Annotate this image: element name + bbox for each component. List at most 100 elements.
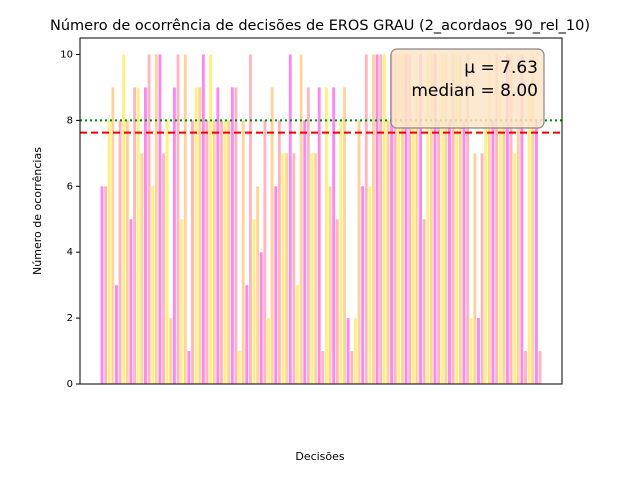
bar	[238, 351, 242, 384]
bar	[104, 186, 108, 384]
bar	[285, 153, 289, 384]
plot-frame	[79, 37, 563, 385]
bar	[538, 351, 542, 384]
y-tick-label: 6	[67, 181, 73, 192]
bar	[227, 120, 231, 384]
bar	[176, 54, 180, 384]
annotation-box	[390, 48, 545, 129]
bar	[469, 318, 473, 384]
bar	[390, 54, 394, 384]
y-tick-label: 0	[67, 379, 73, 390]
bar	[288, 54, 292, 384]
bar	[220, 120, 223, 384]
bar	[339, 120, 343, 384]
bar	[455, 54, 459, 384]
bar	[513, 153, 517, 384]
bar	[299, 54, 303, 384]
bar	[527, 87, 531, 384]
bar	[524, 351, 527, 384]
bar	[495, 54, 499, 384]
bar	[375, 54, 379, 384]
bar	[263, 120, 267, 384]
bar	[462, 120, 466, 384]
bar	[361, 186, 365, 384]
bar	[397, 54, 401, 384]
bar	[129, 219, 133, 384]
bar	[458, 54, 462, 384]
bar	[136, 87, 140, 384]
bar	[172, 87, 176, 384]
bar	[223, 120, 227, 384]
bar	[140, 153, 144, 384]
bar	[531, 54, 535, 384]
bar	[158, 54, 162, 384]
bar	[183, 54, 187, 384]
bar	[241, 120, 245, 384]
bar	[165, 120, 169, 384]
bar	[353, 318, 357, 384]
bar	[270, 87, 274, 384]
bar	[191, 120, 194, 384]
bar	[187, 351, 191, 384]
bar	[480, 153, 484, 384]
bar	[151, 186, 155, 384]
bar	[534, 120, 538, 384]
bar	[415, 87, 419, 384]
bar	[437, 120, 441, 384]
bar	[133, 87, 137, 384]
bar	[111, 87, 115, 384]
bar	[274, 186, 278, 384]
bar	[411, 120, 415, 384]
bar	[350, 351, 354, 384]
bar	[484, 120, 488, 384]
bar	[477, 318, 480, 384]
bar	[509, 54, 513, 384]
bar	[198, 87, 202, 384]
bar	[292, 153, 296, 384]
bar	[364, 54, 368, 384]
bar	[520, 54, 524, 384]
bar	[115, 285, 118, 384]
bar	[505, 54, 509, 384]
bar	[162, 153, 165, 384]
bar	[216, 87, 220, 384]
x-axis-label: Decisões	[295, 450, 345, 463]
bar	[107, 120, 111, 384]
bar	[169, 318, 173, 384]
bar	[267, 318, 270, 384]
bar	[324, 87, 328, 384]
bar	[245, 285, 249, 384]
bar	[212, 120, 216, 384]
bar	[335, 219, 339, 384]
bar	[317, 87, 321, 384]
y-tick-label: 2	[67, 313, 73, 324]
bar	[448, 120, 451, 384]
bar	[426, 54, 430, 384]
bar	[408, 54, 412, 384]
bar	[147, 54, 151, 384]
bar	[321, 351, 325, 384]
bar	[314, 153, 318, 384]
y-tick-label: 4	[67, 247, 73, 258]
bar	[382, 54, 386, 384]
bar	[328, 186, 332, 384]
bar	[248, 54, 252, 384]
bar	[487, 54, 491, 384]
bar	[502, 120, 506, 384]
bar	[296, 285, 299, 384]
bar	[473, 153, 477, 384]
bar	[306, 87, 310, 384]
bar	[400, 54, 404, 384]
bar	[386, 120, 390, 384]
bar	[368, 186, 372, 384]
bar	[125, 120, 129, 384]
bar	[429, 54, 433, 384]
chart-title: Número de ocorrência de decisões de EROS…	[50, 18, 590, 34]
bar	[422, 219, 426, 384]
bar	[491, 120, 495, 384]
bar	[498, 87, 502, 384]
bar	[201, 54, 205, 384]
y-axis-label: Número de ocorrências	[31, 147, 44, 275]
bar	[234, 87, 238, 384]
